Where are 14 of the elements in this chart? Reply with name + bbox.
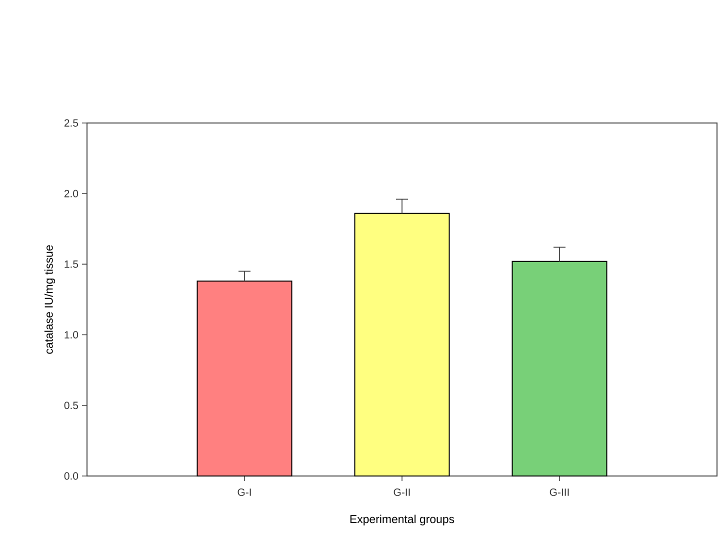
x-tick-label: G-I [238, 488, 251, 496]
y-axis-title: catalase IU/mg tissue [44, 245, 56, 354]
y-tick-label: 1.0 [64, 331, 78, 338]
y-tick-label: 1.5 [64, 260, 78, 268]
x-tick-label: G-II [394, 488, 410, 496]
y-tick-label: 2.0 [64, 190, 78, 198]
y-tick-label: 2.5 [64, 119, 78, 127]
y-tick-label: 0.5 [64, 402, 78, 410]
bar [354, 212, 450, 476]
x-tick-label: G-III [550, 488, 569, 496]
bar [512, 260, 608, 476]
y-tick-label: 0.0 [64, 472, 78, 480]
bar [196, 280, 292, 476]
x-axis-title: Experimental groups [350, 514, 454, 526]
